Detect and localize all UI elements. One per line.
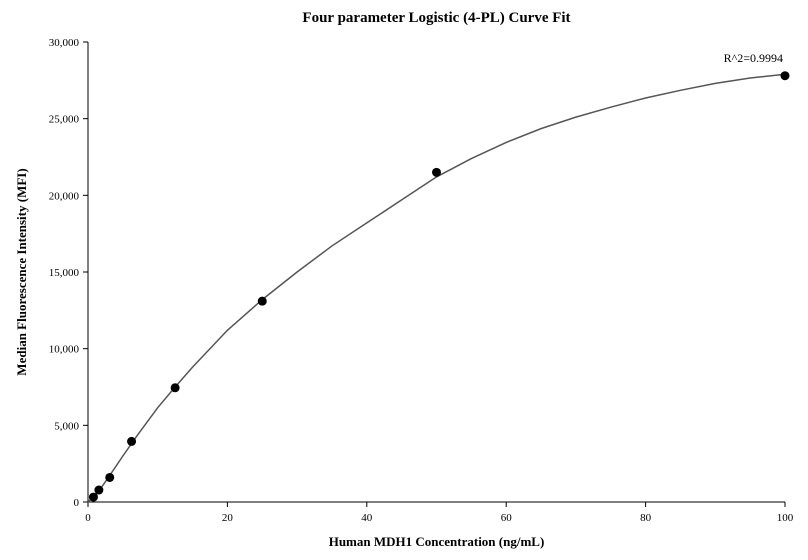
y-tick-label: 15,000 — [49, 267, 80, 279]
x-tick-label: 40 — [361, 512, 373, 524]
data-point — [171, 383, 180, 392]
y-tick-label: 0 — [74, 497, 80, 509]
chart-container: Four parameter Logistic (4-PL) Curve Fit… — [0, 0, 808, 560]
y-tick-label: 10,000 — [49, 344, 80, 356]
data-point — [105, 473, 114, 482]
x-tick-label: 100 — [777, 512, 794, 524]
y-tick-label: 5,000 — [54, 420, 79, 432]
x-tick-label: 80 — [640, 512, 652, 524]
data-point — [89, 493, 98, 502]
r-squared-annotation: R^2=0.9994 — [724, 51, 783, 65]
y-tick-label: 30,000 — [49, 37, 80, 49]
data-point — [781, 71, 790, 80]
y-tick-label: 20,000 — [49, 190, 80, 202]
y-tick-label: 25,000 — [49, 114, 80, 126]
data-point — [432, 168, 441, 177]
x-tick-label: 0 — [85, 512, 91, 524]
y-axis-label: Median Fluorescence Intensity (MFI) — [14, 168, 29, 375]
chart-svg: Four parameter Logistic (4-PL) Curve Fit… — [0, 0, 808, 560]
chart-title: Four parameter Logistic (4-PL) Curve Fit — [302, 10, 570, 26]
data-point — [94, 486, 103, 495]
x-tick-label: 60 — [501, 512, 513, 524]
data-point — [127, 437, 136, 446]
data-point — [258, 297, 267, 306]
x-tick-label: 20 — [222, 512, 234, 524]
chart-background — [0, 0, 808, 560]
x-axis-label: Human MDH1 Concentration (ng/mL) — [329, 534, 545, 549]
